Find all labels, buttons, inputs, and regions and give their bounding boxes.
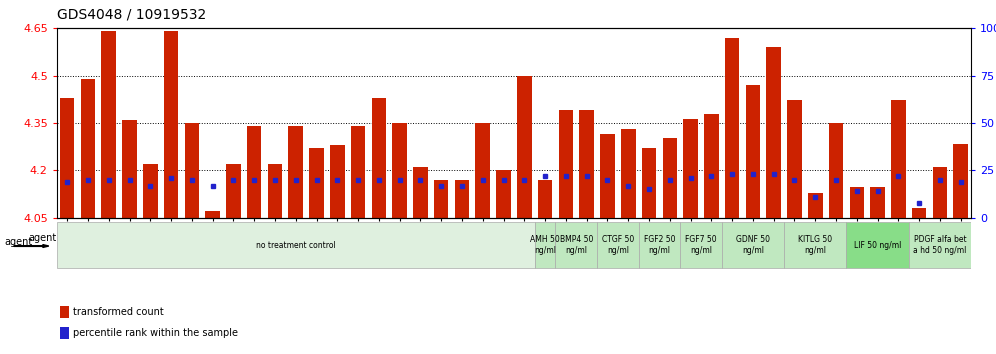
Text: GDNF 50
ng/ml: GDNF 50 ng/ml	[736, 235, 770, 255]
FancyBboxPatch shape	[680, 222, 722, 268]
FancyBboxPatch shape	[722, 222, 784, 268]
Text: agent: agent	[4, 238, 32, 247]
Bar	[538, 180, 553, 218]
Text: percentile rank within the sample: percentile rank within the sample	[73, 328, 238, 338]
FancyBboxPatch shape	[847, 222, 908, 268]
Text: AMH 50
ng/ml: AMH 50 ng/ml	[530, 235, 560, 255]
Text: CTGF 50
ng/ml: CTGF 50 ng/ml	[602, 235, 634, 255]
Text: no treatment control: no treatment control	[256, 241, 336, 250]
Bar	[434, 180, 448, 218]
Text: PDGF alfa bet
a hd 50 ng/ml: PDGF alfa bet a hd 50 ng/ml	[913, 235, 966, 255]
Bar	[601, 135, 615, 218]
Bar	[953, 144, 968, 218]
Bar	[496, 170, 511, 218]
Text: agent: agent	[29, 233, 57, 243]
Bar	[81, 79, 96, 218]
Text: transformed count: transformed count	[73, 307, 163, 316]
Bar	[455, 180, 469, 218]
Bar	[559, 110, 573, 218]
FancyBboxPatch shape	[556, 222, 597, 268]
Bar	[475, 123, 490, 218]
Bar	[143, 164, 157, 218]
Bar	[787, 100, 802, 218]
Text: FGF7 50
ng/ml: FGF7 50 ng/ml	[685, 235, 717, 255]
Bar	[725, 38, 739, 218]
Bar	[351, 126, 366, 218]
Bar	[641, 148, 656, 218]
Bar	[309, 148, 324, 218]
Bar	[226, 164, 241, 218]
Text: GDS4048 / 10919532: GDS4048 / 10919532	[57, 8, 206, 22]
FancyBboxPatch shape	[57, 222, 535, 268]
Bar	[372, 98, 386, 218]
Bar	[413, 167, 427, 218]
Text: KITLG 50
ng/ml: KITLG 50 ng/ml	[798, 235, 833, 255]
FancyBboxPatch shape	[535, 222, 556, 268]
Bar	[808, 193, 823, 218]
Bar	[766, 47, 781, 218]
Text: FGF2 50
ng/ml: FGF2 50 ng/ml	[643, 235, 675, 255]
Bar	[621, 129, 635, 218]
Bar	[662, 138, 677, 218]
Text: BMP4 50
ng/ml: BMP4 50 ng/ml	[560, 235, 593, 255]
FancyBboxPatch shape	[597, 222, 638, 268]
FancyBboxPatch shape	[784, 222, 847, 268]
Bar	[932, 167, 947, 218]
Bar	[829, 123, 844, 218]
Bar	[163, 32, 178, 218]
Bar	[247, 126, 262, 218]
Bar	[392, 123, 407, 218]
Bar	[871, 187, 884, 218]
Bar	[912, 208, 926, 218]
FancyBboxPatch shape	[638, 222, 680, 268]
Bar	[850, 187, 865, 218]
Bar	[683, 119, 698, 218]
Bar	[123, 120, 136, 218]
FancyBboxPatch shape	[908, 222, 971, 268]
Bar	[289, 126, 303, 218]
Bar	[60, 98, 75, 218]
Bar	[102, 32, 116, 218]
Bar	[205, 211, 220, 218]
Bar	[704, 114, 719, 218]
Bar	[891, 100, 905, 218]
Text: LIF 50 ng/ml: LIF 50 ng/ml	[854, 241, 901, 250]
Bar	[184, 123, 199, 218]
Bar	[330, 145, 345, 218]
Bar	[268, 164, 282, 218]
Bar	[580, 110, 594, 218]
Bar	[746, 85, 760, 218]
Bar	[517, 76, 532, 218]
